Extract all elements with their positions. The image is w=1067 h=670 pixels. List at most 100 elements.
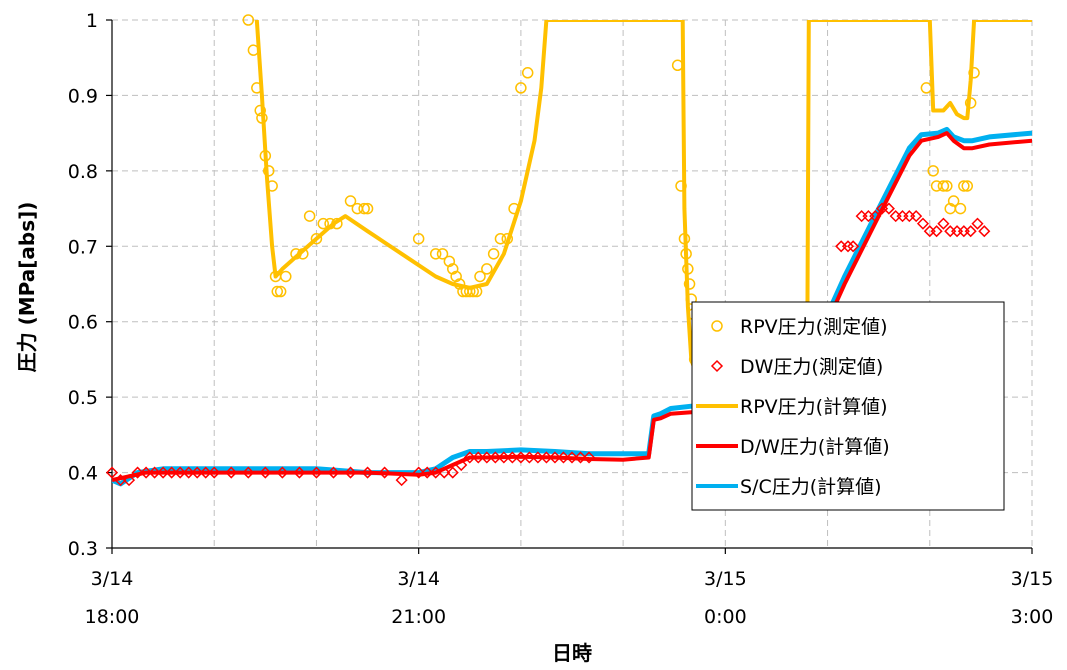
dw-measured-point <box>497 451 510 464</box>
y-tick-label: 0.4 <box>68 463 98 485</box>
dw-measured-point <box>582 451 596 464</box>
rpv-measured-point <box>487 248 500 260</box>
dw-measured-point <box>395 474 408 487</box>
rpv-measured-point <box>678 232 691 245</box>
legend-swatch-circle <box>711 320 723 332</box>
rpv-measured-point <box>685 293 698 305</box>
rpv-measured-point <box>947 195 960 207</box>
y-tick-label: 1 <box>86 10 98 32</box>
legend-box <box>691 301 1005 511</box>
dw-measured-point <box>531 451 544 464</box>
dw-measured-point <box>412 466 425 479</box>
x-tick-time: 3:00 <box>1011 606 1054 628</box>
dw-measured-point <box>182 466 195 479</box>
dw-measured-point <box>131 466 144 479</box>
dw-measured-point <box>957 225 970 238</box>
rpv-measured-point <box>474 270 486 283</box>
dw-measured-point <box>361 466 374 479</box>
rpv-measured-point <box>256 112 268 124</box>
dw-measured-point <box>293 466 306 479</box>
dw-measured-point <box>930 225 943 238</box>
dw-measured-point <box>429 466 442 479</box>
dw-measured-point <box>327 466 340 479</box>
dw-measured-point <box>378 466 391 479</box>
rpv-measured-point <box>242 14 255 26</box>
rpv-measured-point <box>247 44 260 56</box>
rpv-measured-point <box>920 82 933 94</box>
rpv-measured-point <box>958 180 970 192</box>
rpv-measured-point <box>961 180 974 192</box>
dw-measured-point <box>910 210 923 223</box>
dw-measured-point <box>199 466 212 479</box>
dw-measured-point <box>937 217 950 230</box>
rpv-measured-point <box>964 97 977 109</box>
rpv-measured-point <box>412 232 425 245</box>
rpv-measured-point <box>310 232 323 245</box>
dw-measured-point <box>105 466 119 479</box>
dw-measured-point <box>565 451 579 464</box>
rpv-measured-point <box>251 82 263 94</box>
dw-measured-point <box>869 210 882 223</box>
dw-measured-point <box>916 217 930 230</box>
dw-measured-point <box>896 210 909 223</box>
dw-measured-point <box>114 474 127 487</box>
y-tick-label: 0.8 <box>68 161 98 183</box>
legend: RPV圧力(測定値) DW圧力(測定値) RPV圧力(計算値) D/W圧力(計算値) S… <box>691 301 1005 511</box>
axes: 0.3 0.4 0.5 0.6 0.7 0.8 0.9 1 3/14 18:00 3/14 21:00… <box>68 10 1054 628</box>
legend-label: RPV圧力(測定値) <box>740 316 887 338</box>
dw-measured-point <box>882 202 895 215</box>
dw-measured-point <box>421 466 434 479</box>
rpv-measured-point <box>508 202 520 215</box>
rpv-measured-point <box>271 285 284 298</box>
dw-measured-point <box>140 466 153 479</box>
dw-measured-point <box>259 466 272 479</box>
y-tick-label: 0.9 <box>68 85 98 107</box>
dw-measured-point <box>944 225 957 238</box>
rpv-measured-point <box>675 180 687 192</box>
rpv-measured-point <box>280 270 292 283</box>
rpv-measured-point <box>361 202 374 215</box>
y-tick-label: 0.3 <box>68 538 98 560</box>
rpv-measured-point <box>671 59 684 72</box>
rpv-measured-point <box>254 104 266 117</box>
dw-measured-point <box>148 466 161 479</box>
rpv-measured-point <box>501 232 514 245</box>
dw-measured-point <box>548 451 562 464</box>
rpv-measured-point <box>443 255 456 268</box>
dw-measured-point <box>523 451 536 464</box>
y-tick-label: 0.5 <box>68 387 98 409</box>
dw-measured-point <box>841 240 855 253</box>
legend-label: S/C圧力(計算値) <box>740 476 882 498</box>
dw-measured-point <box>480 451 493 464</box>
dw-measured-point <box>950 225 964 238</box>
rpv-measured-point <box>358 202 370 215</box>
rpv-measured-point <box>968 67 980 79</box>
dw-measured-point <box>191 466 204 479</box>
x-tick-date: 3/15 <box>704 568 747 590</box>
dw-measured-point <box>310 466 323 479</box>
rpv-measured-point <box>259 150 272 162</box>
x-tick-date: 3/14 <box>91 568 134 590</box>
dw-measured-point <box>557 451 570 464</box>
rpv-measured-point <box>954 202 967 215</box>
dw-measured-point <box>971 217 984 230</box>
rpv-measured-point <box>429 248 442 260</box>
y-axis-title: 圧力 (MPa[abs]) <box>15 202 39 373</box>
rpv-measured-point <box>464 285 476 298</box>
dw-measured-point <box>903 210 916 223</box>
rpv-measured-point <box>274 285 287 298</box>
dw-measured-point <box>978 225 991 238</box>
rpv-measured-point <box>937 180 950 192</box>
x-axis-title: 日時 <box>552 641 592 665</box>
rpv-measured-point <box>297 248 309 260</box>
rpv-measured-point <box>317 217 330 230</box>
rpv-measured-point <box>680 248 692 260</box>
rpv-measured-point <box>941 180 953 192</box>
dw-measured-point <box>514 451 527 464</box>
dw-measured-point <box>855 210 868 223</box>
dw-measured-point <box>157 466 170 479</box>
dw-measured-point <box>506 451 519 464</box>
rpv-measured-point <box>262 165 275 177</box>
dw-measured-point <box>463 451 476 464</box>
rpv-measured-point <box>927 165 939 177</box>
